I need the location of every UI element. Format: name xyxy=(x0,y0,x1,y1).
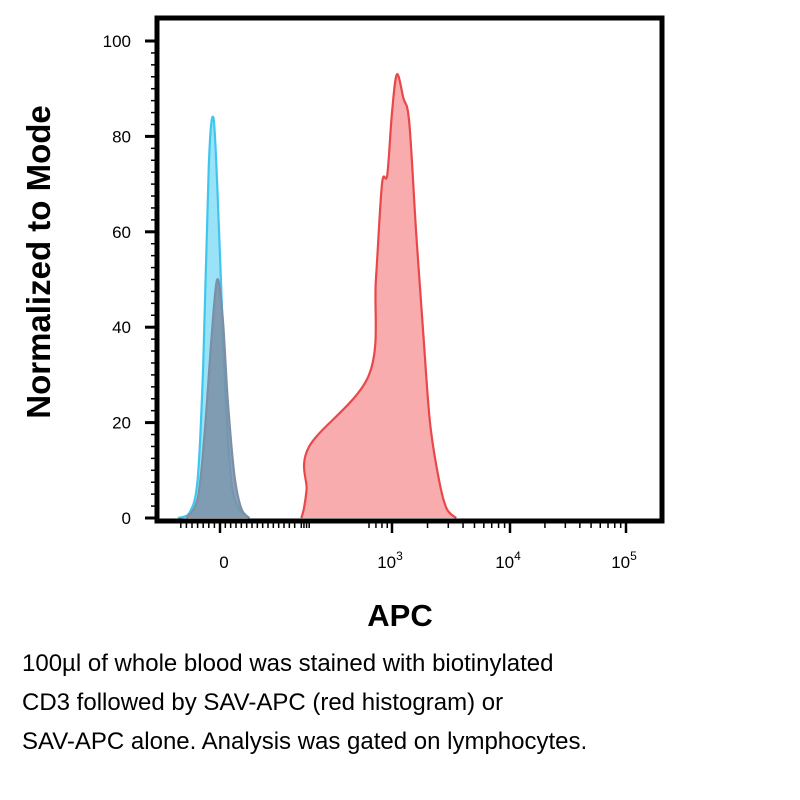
figure-caption: 100µl of whole blood was stained with bi… xyxy=(22,644,792,761)
y-tick-label: 80 xyxy=(112,127,131,146)
x-tick-label: 104 xyxy=(495,549,521,572)
histogram-series xyxy=(177,73,457,520)
histogram-sav-apc-alone-area xyxy=(186,279,250,518)
caption-line: 100µl of whole blood was stained with bi… xyxy=(22,650,554,677)
x-tick-label: 103 xyxy=(377,549,403,572)
y-tick-label: 20 xyxy=(112,414,131,433)
caption-line: CD3 followed by SAV-APC (red histogram) … xyxy=(22,689,504,716)
x-tick-label: 0 xyxy=(219,553,228,572)
y-tick-label: 40 xyxy=(112,318,131,337)
y-tick-labels: 0 20 40 60 80 100 xyxy=(103,32,131,528)
caption-line: SAV-APC alone. Analysis was gated on lym… xyxy=(22,728,588,755)
x-tick-label: 105 xyxy=(611,549,637,572)
y-tick-label: 100 xyxy=(103,32,131,51)
y-axis-title: Normalized to Mode xyxy=(20,105,57,419)
histogram-cd3-sav-apc-line xyxy=(300,73,457,519)
x-tick-labels: 0 103 104 105 xyxy=(219,549,637,572)
histogram-sav-apc-alone-line xyxy=(185,278,251,519)
histogram-cd3-sav-apc-area xyxy=(301,74,457,518)
y-tick-label: 60 xyxy=(112,223,131,242)
histogram-figure: 0 20 40 60 80 100 0 103 104 105 Normalized to Mo… xyxy=(20,15,665,633)
plot-frame xyxy=(154,15,665,524)
y-tick-label: 0 xyxy=(122,509,131,528)
x-axis-title: APC xyxy=(367,598,432,633)
